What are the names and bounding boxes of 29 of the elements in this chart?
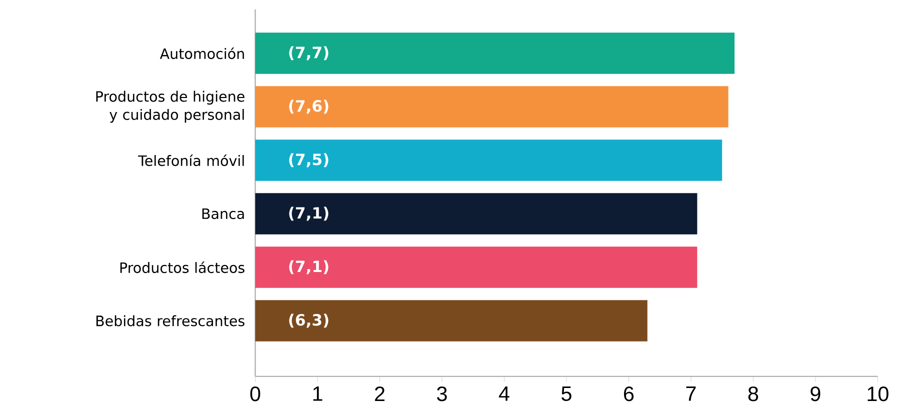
y-tick-label: Telefonía móvil — [138, 154, 244, 166]
data-label: (6,3) — [289, 314, 328, 328]
data-label: (7,5) — [289, 153, 328, 168]
bar — [255, 246, 698, 288]
y-tick-label: Bebidas refrescantes — [96, 315, 244, 326]
data-label: (7,6) — [289, 100, 328, 114]
bar — [255, 32, 735, 74]
x-tick-label: 6 — [624, 386, 634, 402]
x-tick-label: 9 — [810, 386, 820, 402]
x-tick-label: 7 — [686, 386, 696, 401]
x-tick-label: 0 — [250, 386, 260, 402]
y-tick-label: Productos de higiene y cuidado personal — [96, 90, 244, 123]
x-tick-label: 1 — [313, 386, 322, 401]
data-label: (7,7) — [289, 46, 328, 60]
x-tick-label: 4 — [498, 386, 510, 401]
y-tick-label: Banca — [202, 208, 244, 219]
bar — [255, 193, 698, 234]
data-label: (7,1) — [289, 206, 328, 221]
data-label: (7,1) — [289, 260, 328, 274]
bar — [255, 300, 648, 342]
x-tick-label: 8 — [748, 386, 758, 402]
x-tick-label: 10 — [868, 386, 888, 402]
bar — [255, 140, 722, 181]
x-tick-label: 3 — [437, 386, 447, 402]
x-tick-label: 5 — [562, 386, 572, 401]
y-tick-label: Automoción — [160, 47, 244, 59]
bar — [255, 86, 728, 128]
y-tick-label: Productos lácteos — [120, 261, 244, 273]
x-tick-label: 2 — [375, 386, 384, 401]
